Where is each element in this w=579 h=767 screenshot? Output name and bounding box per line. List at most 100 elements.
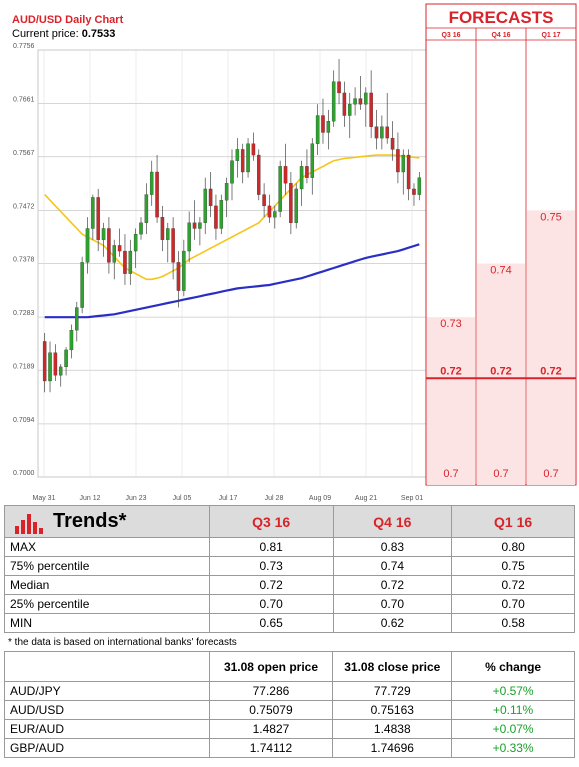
aud-usd-chart: FORECASTS Q3 16 Q4 16 Q1 17 0.73 0.74 0.75 0.72… <box>12 3 577 502</box>
candle <box>364 87 368 127</box>
trends-cell: 0.81 <box>208 537 334 557</box>
trends-cell: 0.80 <box>451 537 575 557</box>
rates-pair: AUD/JPY <box>4 681 210 701</box>
rates-open: 1.4827 <box>208 719 334 739</box>
candle-body <box>42 341 47 382</box>
candle <box>267 194 272 223</box>
forecast-value-label: 0.72 <box>540 365 561 377</box>
candle-body <box>160 217 165 240</box>
trends-cell: 0.70 <box>451 594 575 614</box>
candle <box>171 217 175 280</box>
rates-row-eur-aud: EUR/AUD 1.4827 1.4838 +0.07% <box>4 719 575 739</box>
candle <box>85 217 90 274</box>
forecasts-title: FORECASTS <box>449 8 554 27</box>
x-tick-label: Sep 01 <box>401 495 423 502</box>
candle <box>412 183 416 206</box>
candle <box>390 121 395 161</box>
candle-body <box>96 197 100 240</box>
candle <box>417 172 422 201</box>
rates-close: 77.729 <box>332 681 453 701</box>
candle-body <box>203 188 207 223</box>
candle-body <box>166 228 170 240</box>
candle-body <box>347 104 352 116</box>
candle <box>107 217 111 274</box>
candle <box>305 149 309 184</box>
candle <box>224 177 229 218</box>
candle <box>198 217 202 246</box>
candle-body <box>401 154 406 173</box>
candle <box>347 92 352 139</box>
candle-body <box>219 200 224 229</box>
candle <box>91 194 95 240</box>
forecast-value-label: 0.72 <box>490 365 511 377</box>
candle-body <box>364 92 368 105</box>
candle <box>123 234 127 285</box>
y-tick-label: 0.7189 <box>13 363 35 370</box>
trends-row-label: MIN <box>4 613 210 633</box>
candle <box>353 87 357 116</box>
bar-chart-icon <box>15 510 43 534</box>
candle-body <box>299 166 304 190</box>
rates-header-close: 31.08 close price <box>332 651 453 682</box>
trends-cell: 0.72 <box>208 575 334 595</box>
rates-change: +0.33% <box>451 738 575 758</box>
candle-body <box>192 222 197 229</box>
candle <box>385 92 389 144</box>
candle <box>262 183 266 218</box>
candle <box>289 172 293 235</box>
candle-body <box>406 154 411 190</box>
candle-body <box>380 126 384 139</box>
candle-body <box>240 149 245 173</box>
candle <box>58 364 63 387</box>
trends-cell: 0.58 <box>451 613 575 633</box>
candle-body <box>176 262 181 291</box>
candle <box>278 160 282 218</box>
x-tick-label: Jun 23 <box>125 495 146 502</box>
trends-cell: 0.74 <box>332 556 453 576</box>
trends-cell: 0.72 <box>332 575 453 595</box>
candle <box>299 160 304 206</box>
candle-body <box>171 228 175 263</box>
candle-body <box>149 171 154 195</box>
candle <box>342 81 347 127</box>
rates-change: +0.07% <box>451 719 575 739</box>
trends-row-median: Median 0.72 0.72 0.72 <box>4 575 575 595</box>
candle <box>192 200 197 240</box>
candle <box>208 172 213 218</box>
candlesticks <box>42 59 422 393</box>
candle-body <box>374 126 379 139</box>
forecast-value-label: 0.7 <box>543 468 558 480</box>
trends-cell: 0.83 <box>332 537 453 557</box>
trends-row-25-percentile: 25% percentile 0.70 0.70 0.70 <box>4 594 575 614</box>
candle <box>396 132 400 184</box>
candle-body <box>64 349 68 368</box>
candle <box>133 228 138 269</box>
forecast-value-label: 0.75 <box>540 211 561 223</box>
rates-header-row: 31.08 open price 31.08 close price % cha… <box>4 651 575 682</box>
candle <box>203 177 207 235</box>
rates-header-blank <box>4 651 210 682</box>
candle-body <box>337 81 341 94</box>
candle-body <box>208 188 213 207</box>
candle <box>160 205 165 252</box>
trends-row-label: Median <box>4 575 210 595</box>
candle-body <box>101 228 106 240</box>
forecast-quarter-label: Q1 17 <box>541 32 560 39</box>
candle <box>96 188 100 252</box>
candle <box>310 138 315 195</box>
candle <box>75 301 79 342</box>
y-tick-label: 0.7000 <box>13 470 35 477</box>
y-tick-label: 0.7567 <box>13 150 35 157</box>
current-price-label: Current price: <box>12 28 79 40</box>
trends-cell: 0.72 <box>451 575 575 595</box>
current-price-value: 0.7533 <box>82 28 116 40</box>
candle <box>331 70 336 127</box>
y-tick-label: 0.7756 <box>13 43 35 50</box>
candle-body <box>48 352 52 382</box>
moving-average-yellow <box>44 154 420 281</box>
candle-body <box>262 194 266 207</box>
trends-heading-cell: Trends* <box>4 505 210 538</box>
candle-body <box>385 126 389 139</box>
rates-close: 1.74696 <box>332 738 453 758</box>
rates-table: 31.08 open price 31.08 close price % cha… <box>4 651 575 758</box>
